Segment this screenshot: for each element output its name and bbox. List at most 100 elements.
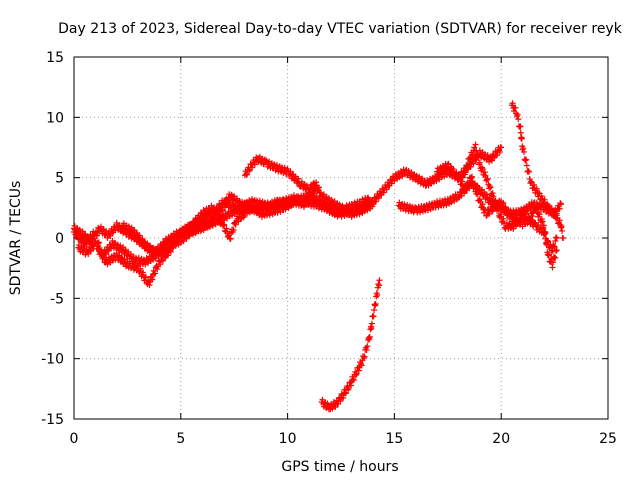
data-point [156, 248, 163, 255]
x-tick-label: 0 [70, 431, 79, 447]
data-point [271, 161, 278, 168]
data-point [539, 218, 546, 225]
data-point [512, 104, 519, 111]
data-point [350, 377, 357, 384]
data-point [81, 232, 88, 239]
y-axis-label: SDTVAR / TECUs [8, 181, 24, 296]
data-point [306, 189, 313, 196]
data-point [172, 240, 179, 247]
data-point [514, 111, 521, 118]
data-point [363, 347, 370, 354]
data-point [300, 204, 307, 211]
data-point [157, 261, 164, 268]
data-point [167, 247, 174, 254]
data-point [154, 265, 161, 272]
data-point [469, 151, 476, 158]
data-point [475, 153, 482, 160]
data-point [438, 168, 445, 175]
data-point [219, 207, 226, 214]
chart-title: Day 213 of 2023, Sidereal Day-to-day VTE… [58, 21, 623, 37]
data-point [551, 243, 558, 250]
data-point [342, 389, 349, 396]
data-point [246, 167, 253, 174]
data-point [361, 208, 368, 215]
data-point [548, 205, 555, 212]
data-point [372, 300, 379, 307]
data-point [295, 175, 302, 182]
data-point [491, 199, 498, 206]
data-point [413, 172, 420, 179]
data-point [344, 206, 351, 213]
data-point [380, 189, 387, 196]
data-point [471, 182, 478, 189]
data-point [461, 190, 468, 197]
data-point [523, 162, 530, 169]
data-point [241, 210, 248, 217]
data-point [149, 276, 156, 283]
data-point [466, 179, 473, 186]
data-point [515, 116, 522, 123]
data-point [352, 372, 359, 379]
data-point [483, 191, 490, 198]
data-point [484, 175, 491, 182]
data-point [167, 248, 174, 255]
data-point [479, 201, 486, 208]
data-point [487, 184, 494, 191]
y-tick-label: -5 [50, 291, 64, 307]
data-point [361, 353, 368, 360]
data-point [509, 100, 516, 107]
data-point [541, 196, 548, 203]
data-point [545, 252, 552, 259]
data-point [559, 227, 566, 234]
data-point [502, 205, 509, 212]
data-point [453, 169, 460, 176]
data-point [372, 198, 379, 205]
data-point [470, 160, 477, 167]
data-point [486, 183, 493, 190]
data-point [471, 181, 478, 188]
series-track-10 [318, 277, 383, 413]
data-point [424, 207, 431, 214]
data-point [525, 167, 532, 174]
y-tick-label: -10 [41, 352, 64, 368]
data-point [472, 141, 479, 148]
axis-ticks: 0 5 10 15 20 25 -15 -10 -5 0 5 10 15 [41, 50, 617, 447]
data-point [545, 251, 552, 258]
data-point [490, 193, 497, 200]
series-track-6 [395, 178, 565, 220]
y-tick-label: 5 [55, 171, 64, 187]
data-point [281, 164, 288, 171]
data-point [114, 241, 121, 248]
data-point [474, 191, 481, 198]
data-point [221, 204, 228, 211]
data-point [479, 166, 486, 173]
data-point [448, 199, 455, 206]
data-point [287, 168, 294, 175]
data-point [499, 201, 506, 208]
data-point [291, 196, 298, 203]
data-point [194, 219, 201, 226]
data-point [98, 247, 105, 254]
data-point [211, 204, 218, 211]
data-point [368, 320, 375, 327]
data-point [486, 196, 493, 203]
data-point [492, 197, 499, 204]
data-point [98, 223, 105, 230]
data-point [136, 232, 143, 239]
data-point [340, 394, 347, 401]
data-point [251, 161, 258, 168]
data-point [305, 197, 312, 204]
data-point [230, 227, 237, 234]
data-point [543, 241, 550, 248]
data-point [551, 208, 558, 215]
data-point [466, 158, 473, 165]
data-point [468, 174, 475, 181]
data-point [164, 252, 171, 259]
data-point [396, 174, 403, 181]
data-point [557, 200, 564, 207]
y-tick-label: 15 [46, 50, 64, 66]
data-point [298, 194, 305, 201]
data-point [213, 208, 220, 215]
data-point [221, 221, 228, 228]
